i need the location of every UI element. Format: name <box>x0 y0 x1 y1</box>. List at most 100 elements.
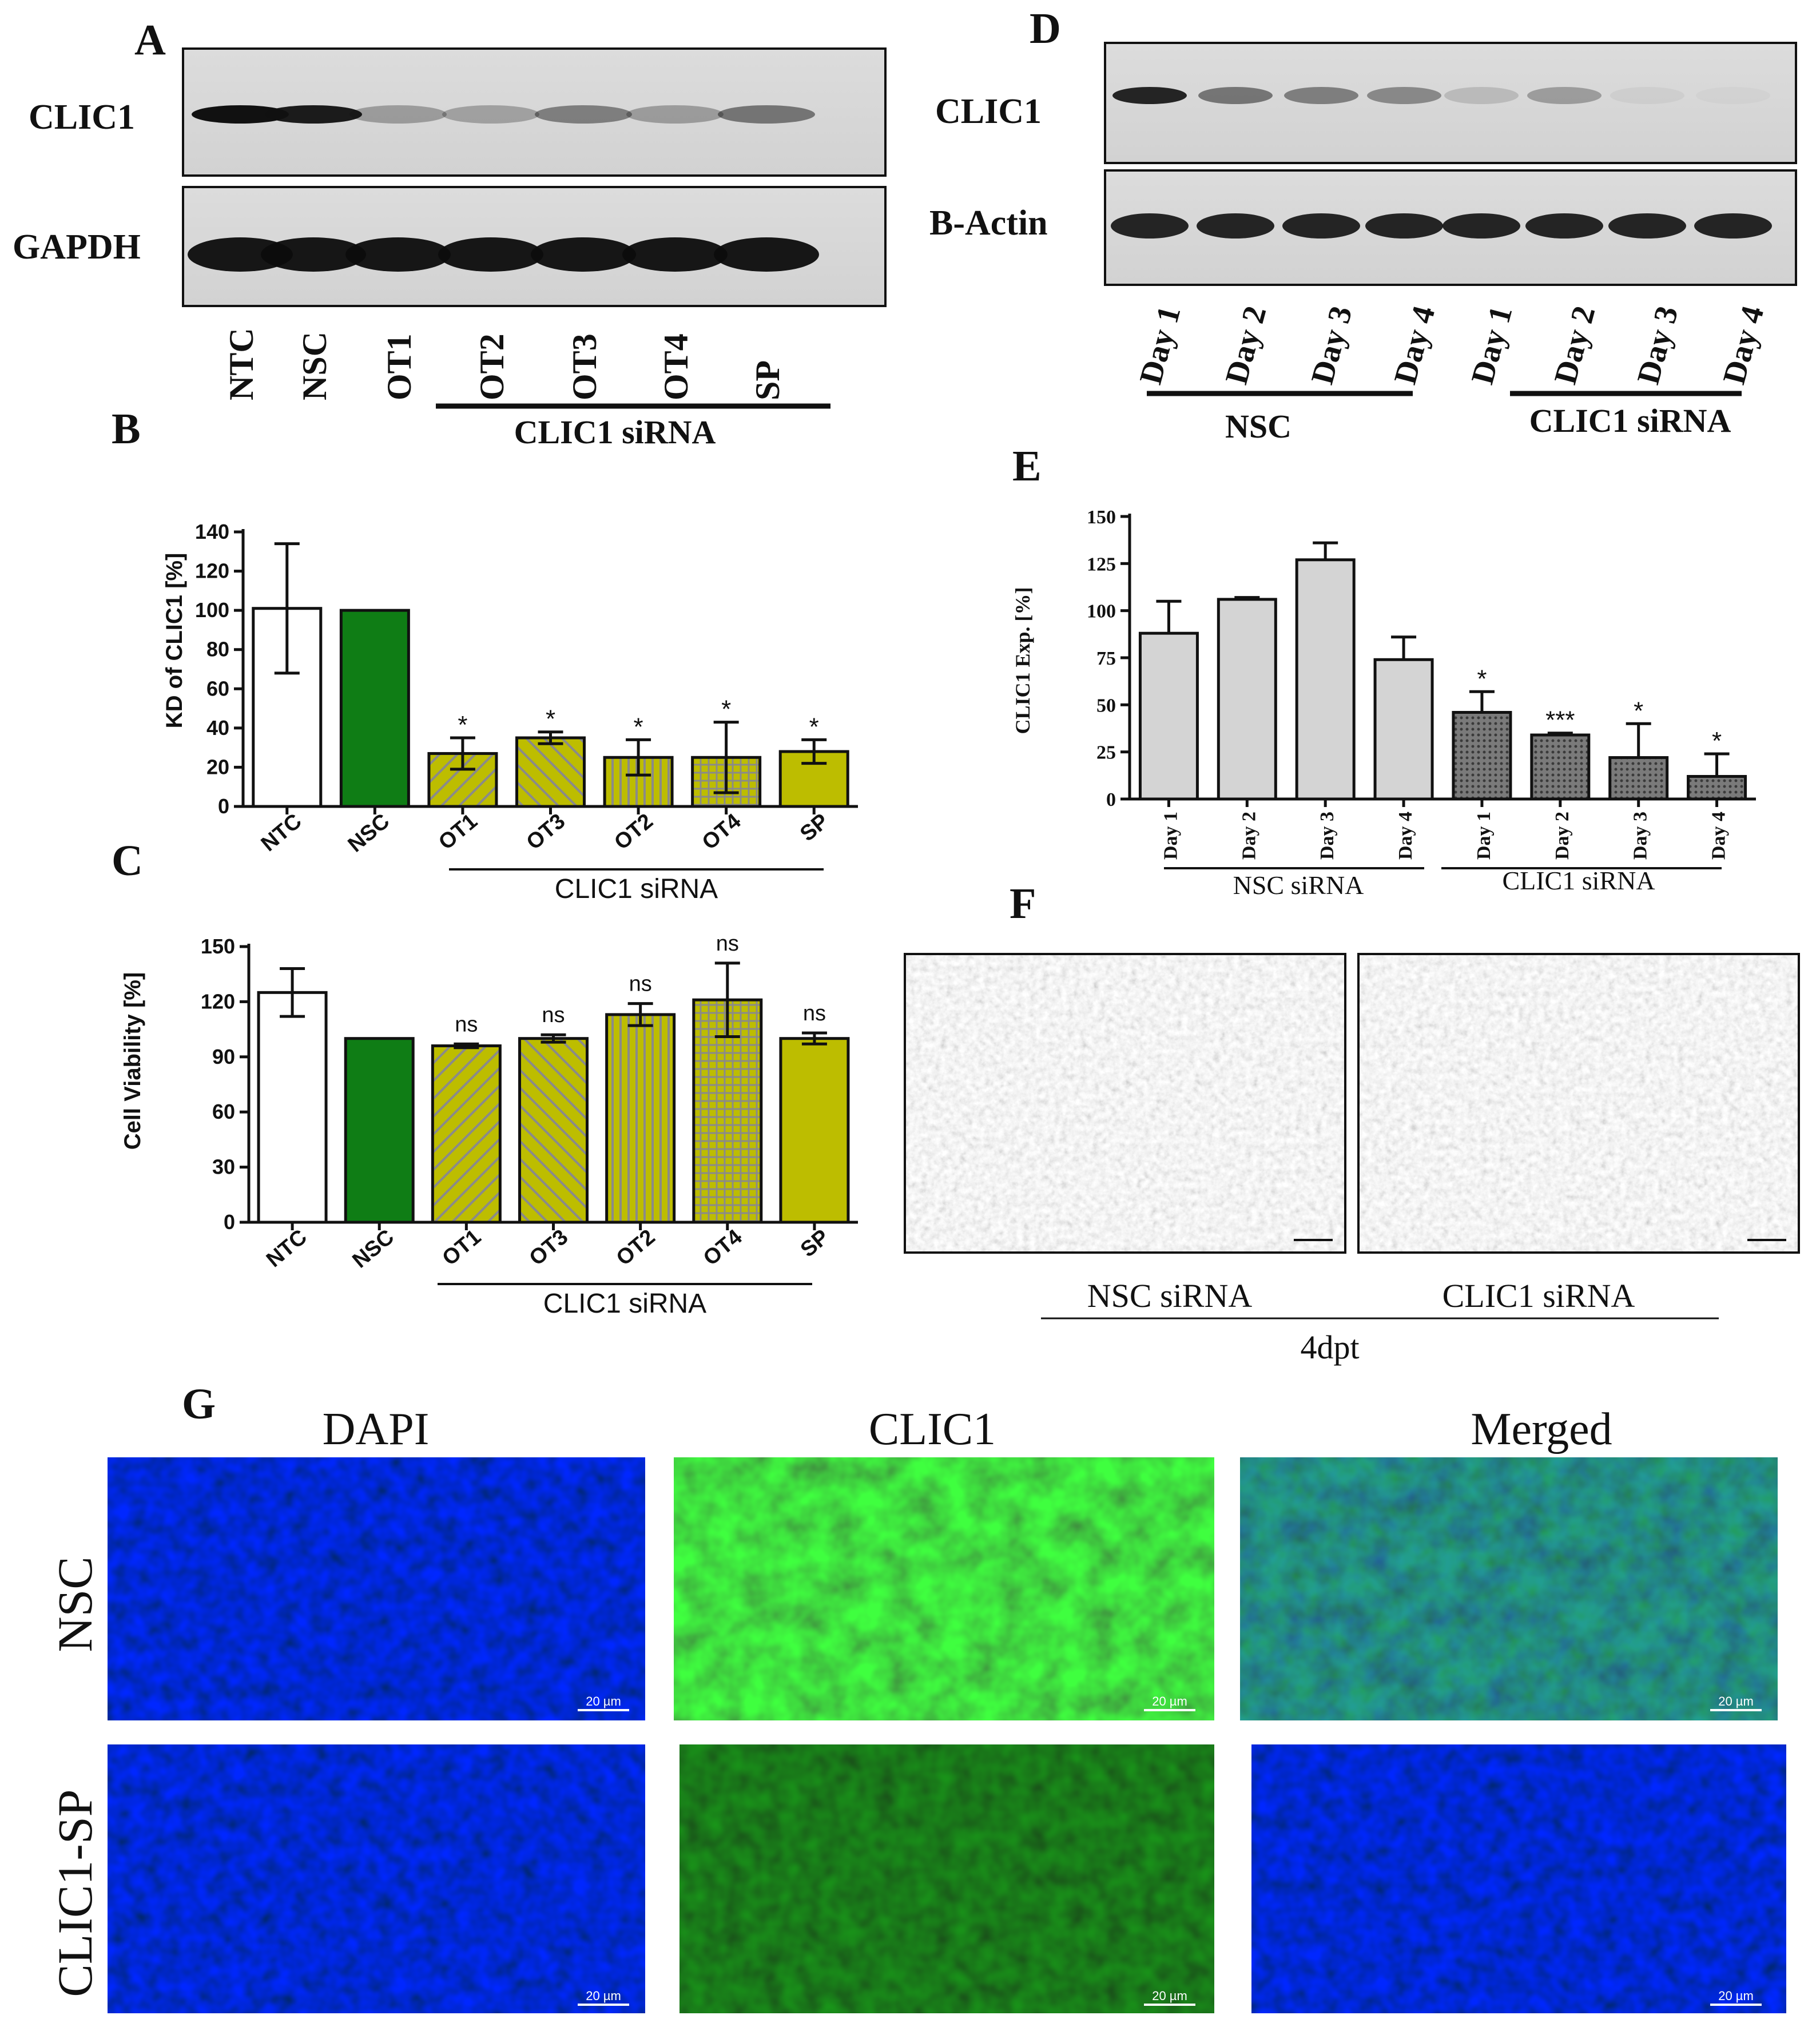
panel-letter-b: B <box>112 405 141 453</box>
micrograph-nsc <box>905 954 1345 1253</box>
clic1-band <box>1284 87 1358 104</box>
significance-label: ns <box>803 1001 826 1026</box>
gapdh-band <box>438 237 543 272</box>
panel-letter-e: E <box>1012 442 1042 490</box>
y-tick-label: 0 <box>224 1210 235 1234</box>
clic1-blot-label-a: CLIC1 <box>29 98 135 137</box>
bar <box>1687 774 1747 801</box>
category-label: SP <box>796 809 833 846</box>
gapdh-blot-label-a: GAPDH <box>13 228 141 267</box>
bactin-band <box>1525 213 1603 239</box>
category-label: OT3 <box>525 1225 573 1271</box>
ylabel-b: KD of CLIC1 [%] <box>162 553 187 729</box>
bar <box>1373 658 1434 801</box>
panel-c: C Cell Viability [%] 0 30 60 90 120 150 NTC NSC… <box>112 837 858 1319</box>
bar <box>344 1037 415 1224</box>
panel-letter-f: F <box>1010 880 1036 928</box>
y-tick-label: 125 <box>1087 554 1116 575</box>
significance-label: * <box>1477 665 1487 693</box>
bar <box>1608 756 1669 801</box>
lane-label-d: Day 3 <box>1305 303 1360 388</box>
scale-bars-g: 20 µm 20 µm 20 µm 20 µm 20 µm 20 µm <box>578 1694 1762 2006</box>
gapdh-band <box>622 237 728 272</box>
lane-label-d: Day 1 <box>1133 303 1188 388</box>
chart-b: 0 20 40 60 80 100 120 140 NTC NSC * OT1 * OT3 * OT2 * OT4… <box>195 520 858 904</box>
y-tick-label: 0 <box>218 794 229 818</box>
nsc-clic1-image <box>674 1457 1214 1720</box>
y-tick-label: 120 <box>195 559 229 583</box>
clic1-band <box>442 105 539 124</box>
category-label: OT1 <box>438 1225 486 1271</box>
y-tick-label: 90 <box>212 1045 235 1068</box>
caption-4dpt: 4dpt <box>1300 1329 1359 1366</box>
scale-bar-label: 20 µm <box>586 1694 621 1708</box>
panel-letter-g: G <box>182 1380 216 1428</box>
y-tick-label: 0 <box>1106 789 1116 810</box>
bactin-band <box>1111 213 1189 239</box>
bar <box>518 1037 589 1224</box>
nsc-merged-image <box>1240 1457 1778 1720</box>
group-label: CLIC1 siRNA <box>555 874 718 904</box>
significance-label: * <box>634 713 643 741</box>
y-tick-label: 60 <box>212 1100 235 1123</box>
bar <box>1295 558 1356 801</box>
bactin-band <box>1365 213 1443 239</box>
chart-c: 0 30 60 90 120 150 NTC NSC ns OT1 ns OT3 ns OT2 ns OT4 n… <box>201 932 858 1319</box>
category-label: Day 2 <box>1238 812 1259 860</box>
group-label-e-left: NSC siRNA <box>1233 871 1364 900</box>
micrograph-nsc-frame <box>904 953 1346 1254</box>
lane-label-a: OT3 <box>566 333 603 400</box>
group-label-d-right: CLIC1 siRNA <box>1529 402 1731 439</box>
caption-nsc-sirna: NSC siRNA <box>1087 1277 1253 1314</box>
gapdh-band <box>188 237 293 272</box>
bactin-band <box>1608 213 1686 239</box>
category-label: SP <box>796 1225 834 1262</box>
y-tick-label: 75 <box>1096 648 1116 669</box>
category-label: OT4 <box>699 1225 747 1271</box>
panel-b: B KD of CLIC1 [%] 0 20 40 60 80 100 120 140 NTC N… <box>112 405 858 904</box>
clic1-band <box>1112 87 1187 104</box>
panel-a: A CLIC1 GAPDH NTC NSC OT1 OT2 OT3 OT4 SP CLIC1… <box>13 16 887 451</box>
panel-letter-c: C <box>112 837 143 885</box>
bactin-band <box>1197 213 1274 239</box>
group-label-e-right: CLIC1 siRNA <box>1502 866 1655 895</box>
y-tick-label: 120 <box>201 989 235 1013</box>
clic1-band <box>1367 87 1441 104</box>
panel-letter-a: A <box>134 16 166 64</box>
lane-label-a: SP <box>749 360 786 400</box>
significance-label: * <box>809 713 819 741</box>
lane-label-d: Day 2 <box>1219 303 1274 388</box>
column-label-clic1: CLIC1 <box>869 1404 996 1454</box>
clic1-band <box>718 105 815 124</box>
lane-label-d: Day 4 <box>1388 303 1443 388</box>
y-tick-label: 60 <box>206 677 229 700</box>
y-tick-label: 30 <box>212 1155 235 1179</box>
clic1-blot-d <box>1104 42 1797 164</box>
category-label: Day 1 <box>1473 812 1495 860</box>
clic1-band <box>1198 87 1273 104</box>
y-tick-label: 100 <box>1087 601 1116 622</box>
bar <box>603 756 674 808</box>
significance-label: * <box>721 695 731 724</box>
panel-f: F NSC siRNA CLIC1 siRNA 4dpt <box>904 880 1800 1366</box>
micrograph-clic1-frame <box>1357 953 1800 1254</box>
scale-bar-label: 20 µm <box>1152 1694 1187 1708</box>
clic1-band <box>1527 87 1602 104</box>
bar <box>1452 711 1512 801</box>
micrograph-clic1 <box>1358 954 1799 1253</box>
y-tick-label: 25 <box>1096 742 1116 764</box>
scale-bar-label: 20 µm <box>1718 1989 1754 2003</box>
significance-label: ns <box>542 1003 565 1027</box>
significance-label: *** <box>1545 706 1575 734</box>
category-label: OT4 <box>698 809 746 855</box>
gapdh-band <box>714 237 819 272</box>
category-label: NTC <box>257 809 307 856</box>
significance-label: * <box>458 711 467 739</box>
clic1-blot-label-d: CLIC1 <box>935 92 1042 131</box>
category-label: OT1 <box>434 809 482 855</box>
panel-e: E CLIC1 Exp. [%] 0 25 50 75 100 125 150 Day 1 Da… <box>1011 442 1756 900</box>
bar <box>431 1044 502 1224</box>
panel-d: D CLIC1 B-Actin Day 1 Day 2 Day 3 Day 4 Day … <box>929 5 1797 445</box>
significance-label: * <box>546 705 555 733</box>
category-label: NTC <box>262 1225 312 1272</box>
